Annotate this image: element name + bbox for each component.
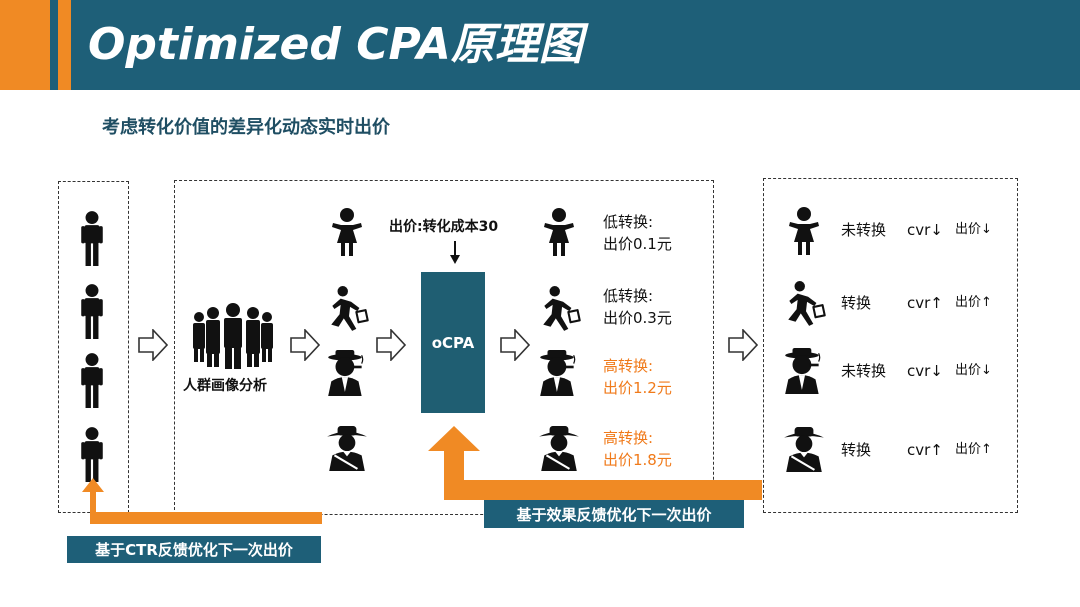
bid-line2: 出价1.2元 — [603, 379, 672, 397]
bidding-box — [174, 180, 714, 515]
up-arrow-icon: ↑ — [981, 442, 992, 457]
bid-line1: 低转换: — [603, 213, 654, 231]
outcome-bid: 出价↓ — [955, 222, 992, 237]
outcome-bid: 出价↑ — [955, 442, 992, 457]
down-arrow-icon: ↓ — [930, 362, 943, 380]
up-arrow-icon: ↑ — [981, 295, 992, 310]
up-arrow-icon: ↑ — [930, 294, 943, 312]
crowd-label: 人群画像分析 — [183, 378, 267, 394]
outcome-bid: 出价↑ — [955, 295, 992, 310]
outcome-status: 未转换 — [841, 221, 887, 239]
outcome-cvr: cvr↓ — [907, 221, 943, 239]
subtitle: 考虑转化价值的差异化动态实时出价 — [102, 117, 390, 138]
up-arrow-icon: ↑ — [930, 441, 943, 459]
bid-line2: 出价0.1元 — [603, 235, 672, 253]
bid-label: 出价:转化成本30 — [389, 219, 499, 235]
outcome-cvr: cvr↑ — [907, 441, 943, 459]
feedback-ctr-label: 基于CTR反馈优化下一次出价 — [67, 536, 321, 563]
ocpa-block: oCPA — [421, 272, 485, 413]
bid-line1: 高转换: — [603, 429, 654, 447]
down-arrow-icon: ↓ — [981, 363, 992, 378]
bid-line1: 高转换: — [603, 357, 654, 375]
down-arrow-icon: ↓ — [981, 222, 992, 237]
outcome-status: 转换 — [841, 294, 872, 312]
header-accent-block — [0, 0, 50, 90]
header-accent-stripe — [58, 0, 71, 90]
bid-line1: 低转换: — [603, 287, 654, 305]
outcome-box — [763, 178, 1018, 513]
bid-line2: 出价1.8元 — [603, 451, 672, 469]
feedback-effect-label: 基于效果反馈优化下一次出价 — [484, 500, 744, 528]
outcome-cvr: cvr↓ — [907, 362, 943, 380]
outcome-status: 未转换 — [841, 362, 887, 380]
down-arrow-icon: ↓ — [930, 221, 943, 239]
outcome-status: 转换 — [841, 441, 872, 459]
down-arrow-icon — [450, 241, 460, 264]
outcome-bid: 出价↓ — [955, 363, 992, 378]
outcome-cvr: cvr↑ — [907, 294, 943, 312]
bid-line2: 出价0.3元 — [603, 309, 672, 327]
page-title: Optimized CPA原理图 — [88, 19, 583, 70]
header-bar — [0, 0, 1080, 90]
